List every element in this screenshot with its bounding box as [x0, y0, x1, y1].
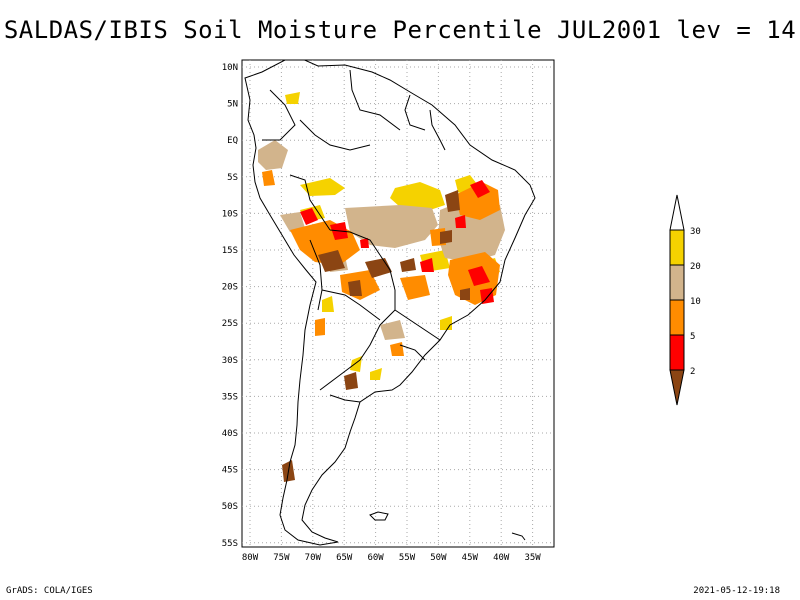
latitude-labels: 10N 5N EQ 5S 10S 15S 20S 25S 30S 35S 40S 45S 50S 55S	[222, 63, 238, 549]
footer-credit: GrADS: COLA/IGES	[6, 586, 93, 596]
footer-timestamp: 2021-05-12-19:18	[693, 586, 780, 596]
legend-swatch-10-20	[669, 264, 685, 301]
map-title: SALDAS/IBIS Soil Moisture Percentile JUL…	[3, 16, 797, 44]
legend-label: 5	[690, 332, 695, 342]
islet	[511, 532, 526, 541]
longitude-label: 75W	[273, 553, 290, 563]
legend-label: 2	[690, 367, 695, 377]
latitude-label: 55S	[222, 539, 238, 549]
latitude-label: 10N	[222, 63, 238, 73]
legend-label: 20	[690, 262, 701, 272]
longitude-label: 80W	[242, 553, 259, 563]
latitude-label: 30S	[222, 356, 238, 366]
latitude-label: 50S	[222, 502, 238, 512]
country-borders	[244, 60, 536, 546]
legend-label: 10	[690, 297, 701, 307]
latitude-label: 45S	[222, 466, 238, 476]
falkland-islands	[369, 511, 389, 521]
longitude-label: 45W	[462, 553, 479, 563]
map-frame	[241, 59, 555, 548]
legend-swatch-20-30	[669, 229, 685, 266]
longitude-label: 35W	[524, 553, 541, 563]
latitude-label: 5N	[227, 100, 238, 110]
longitude-label: 55W	[399, 553, 416, 563]
legend-swatch-above-30	[669, 194, 685, 231]
longitude-labels: 80W 75W 70W 65W 60W 55W 50W 45W 40W 35W	[242, 553, 541, 563]
longitude-label: 60W	[367, 553, 384, 563]
percentile-shading	[258, 92, 505, 482]
legend-label: 30	[690, 227, 701, 237]
longitude-label: 50W	[430, 553, 447, 563]
latitude-label: 5S	[227, 173, 238, 183]
legend-swatch-5-10	[669, 299, 685, 336]
latitude-label: EQ	[227, 136, 238, 146]
graticule	[242, 60, 554, 547]
color-legend: 30 20 10 5 2	[669, 194, 701, 406]
latitude-label: 25S	[222, 319, 238, 329]
latitude-label: 10S	[222, 209, 238, 219]
legend-swatch-2-5	[669, 334, 685, 371]
longitude-label: 65W	[336, 553, 353, 563]
latitude-label: 40S	[222, 429, 238, 439]
longitude-label: 40W	[493, 553, 510, 563]
latitude-label: 35S	[222, 392, 238, 402]
longitude-label: 70W	[305, 553, 322, 563]
latitude-label: 20S	[222, 283, 238, 293]
latitude-label: 15S	[222, 246, 238, 256]
legend-swatch-below-2	[669, 369, 685, 406]
